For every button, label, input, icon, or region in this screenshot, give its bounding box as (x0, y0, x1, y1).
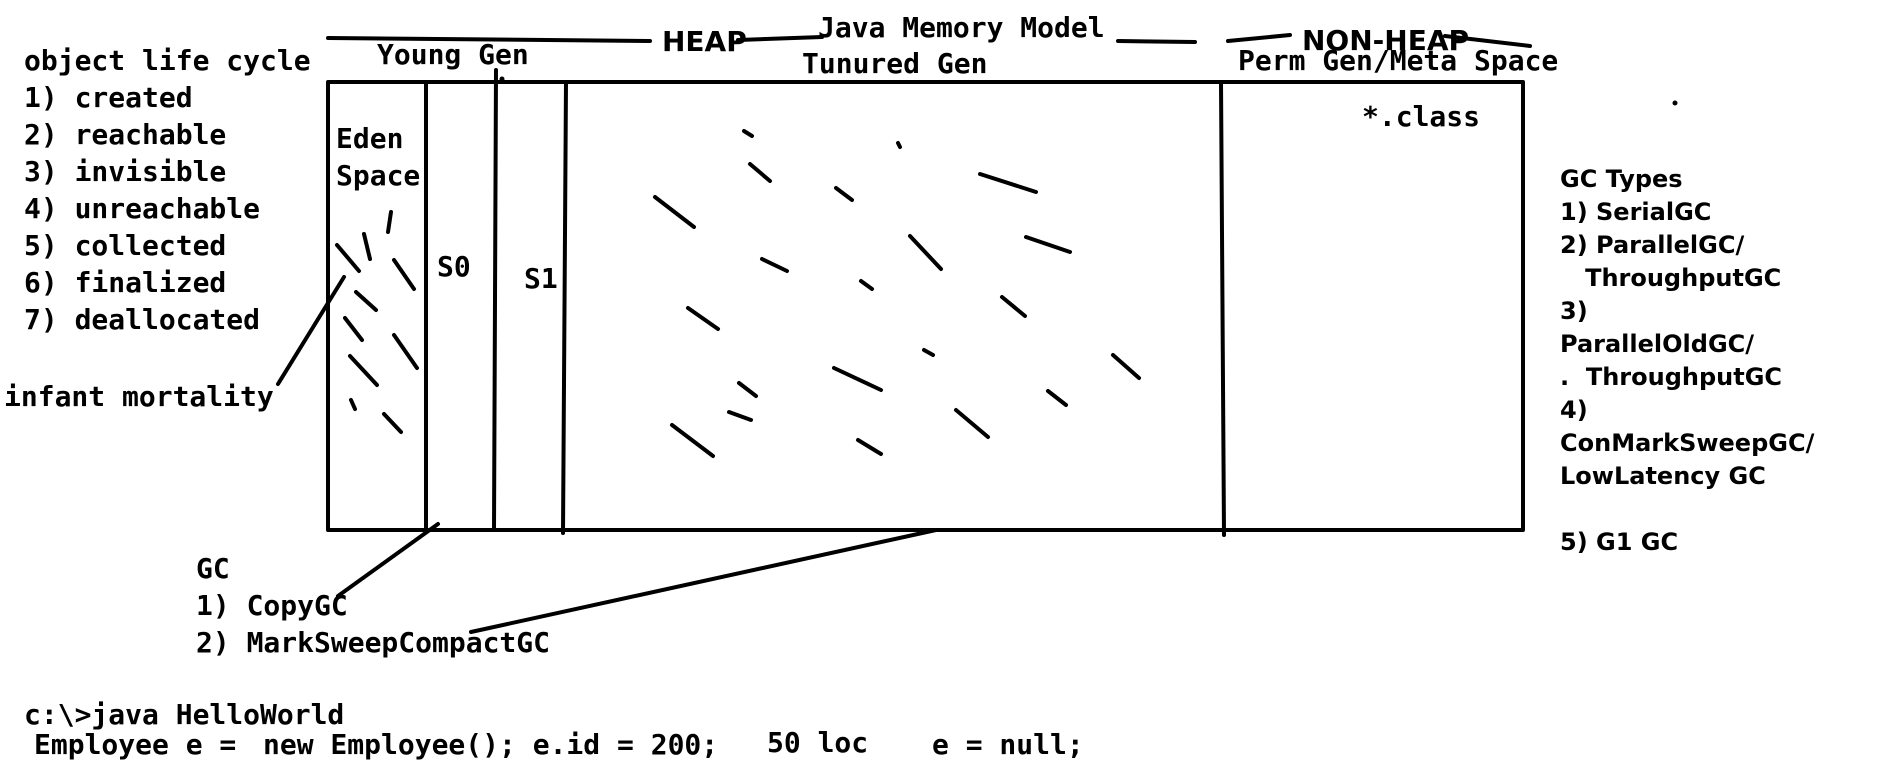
young-gen-dot (499, 76, 505, 82)
object-mark (1000, 295, 1027, 318)
object-mark (1024, 235, 1072, 254)
non-heap-left-rule (1226, 33, 1292, 43)
object-mark (386, 210, 393, 234)
object-mark (742, 129, 754, 138)
code-line-null: e = null; (932, 728, 1084, 761)
object-mark (896, 141, 902, 149)
tenured-gen-label: Tunured Gen (802, 47, 987, 80)
tenured-perm-divider (1219, 80, 1226, 537)
stray-dot (1672, 100, 1678, 106)
infant-mortality-connector (276, 275, 346, 386)
object-mark (727, 410, 753, 422)
code-example: c:\>java HelloWorld Employee e = new Emp… (24, 698, 1084, 761)
gc-types-line: ConMarkSweepGC/ (1560, 429, 1815, 457)
life-cycle-item: 3) invisible (24, 155, 226, 188)
object-mark (354, 290, 378, 312)
gc-types-line: ParallelOldGC/ (1560, 330, 1754, 358)
gc-types-line: 4) (1560, 396, 1588, 424)
gc-types-line: 3) (1560, 297, 1588, 325)
life-cycle-item: 5) collected (24, 229, 226, 262)
object-mark (859, 279, 874, 291)
life-cycle-heading: object life cycle (24, 44, 311, 77)
non-heap-label: NON-HEAP (1302, 24, 1469, 57)
object-mark (954, 408, 990, 439)
object-mark (760, 257, 789, 273)
life-cycle-item: 4) unreachable (24, 192, 260, 225)
title-right-rule (1116, 39, 1197, 44)
object-mark (349, 398, 357, 411)
infant-mortality-label: infant mortality (4, 380, 274, 413)
heap-left-rule (326, 36, 652, 43)
header-lines (326, 33, 1532, 48)
object-mark (1046, 389, 1068, 407)
gc-types-line: LowLatency GC (1560, 462, 1766, 490)
code-line-instantiation: new Employee(); e.id = 200; (263, 728, 718, 761)
object-mark (737, 381, 758, 398)
gc-types-line: 5) G1 GC (1560, 528, 1678, 556)
young-gen-label: Young Gen (377, 38, 529, 71)
perm-gen-label: Perm Gen/Meta Space (1238, 44, 1558, 77)
gc-heading: GC (196, 552, 230, 585)
code-line-loc: 50 loc (767, 726, 868, 759)
code-line-declaration: Employee e = (34, 728, 236, 761)
life-cycle-item: 6) finalized (24, 266, 226, 299)
gc-item-copy: 1) CopyGC (196, 589, 348, 622)
life-cycle-item: 1) created (24, 81, 193, 114)
eden-label-line2: Space (336, 159, 420, 192)
s0-label: S0 (437, 250, 471, 283)
memory-outline (326, 80, 1525, 532)
gc-types-line: . ThroughputGC (1560, 363, 1782, 391)
object-mark (832, 366, 883, 392)
object-mark (856, 438, 883, 456)
s1-label: S1 (524, 262, 558, 295)
object-mark (908, 234, 943, 271)
gc-types-line: ThroughputGC (1560, 264, 1781, 292)
gc-types-line: 2) ParallelGC/ (1560, 231, 1744, 259)
gc-types-line: 1) SerialGC (1560, 198, 1711, 226)
memory-box (326, 68, 1525, 537)
code-line-command: c:\>java HelloWorld (24, 698, 344, 731)
object-mark (834, 186, 854, 202)
heap-right-rule (736, 35, 824, 42)
non-heap-right-rule (1443, 34, 1532, 48)
gc-item-marksweepcompact: 2) MarkSweepCompactGC (196, 626, 550, 659)
object-mark (343, 316, 364, 342)
object-mark (335, 243, 361, 273)
object-mark (748, 162, 772, 183)
heap-label: HEAP (662, 25, 747, 58)
object-mark (348, 354, 379, 387)
gc-algorithm-list: GC 1) CopyGC 2) MarkSweepCompactGC (196, 552, 550, 659)
tenured-object-marks (653, 129, 1141, 458)
object-mark (392, 333, 419, 370)
life-cycle-list: object life cycle 1) created 2) reachabl… (24, 44, 311, 336)
copygc-connector (336, 522, 440, 598)
gc-types-heading: GC Types (1560, 165, 1683, 193)
eden-label-line1: Eden (336, 122, 403, 155)
object-mark (382, 412, 403, 434)
class-files-label: *.class (1362, 100, 1480, 133)
object-mark (922, 348, 935, 357)
life-cycle-item: 7) deallocated (24, 303, 260, 336)
object-mark (1111, 353, 1141, 380)
object-mark (686, 306, 720, 331)
marksweepcompact-connector (469, 528, 938, 634)
eden-object-marks (335, 210, 419, 434)
s0-s1-divider (492, 68, 498, 532)
gc-types-list: GC Types 1) SerialGC 2) ParallelGC/ Thro… (1560, 165, 1815, 556)
diagram-title: Java Memory Model (818, 11, 1105, 44)
object-mark (670, 423, 715, 458)
life-cycle-item: 2) reachable (24, 118, 226, 151)
object-mark (978, 172, 1038, 194)
object-mark (653, 195, 696, 229)
object-mark (392, 258, 416, 291)
young-tenured-divider (561, 80, 568, 535)
object-mark (362, 232, 372, 261)
